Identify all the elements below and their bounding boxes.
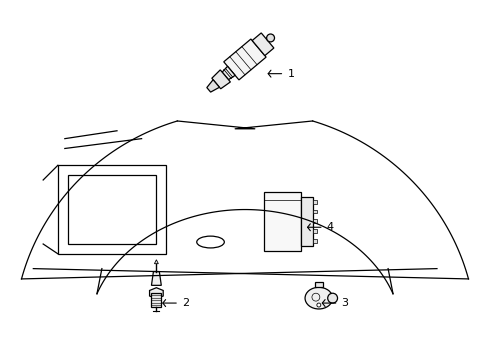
Circle shape (266, 34, 274, 42)
Polygon shape (312, 219, 316, 223)
Polygon shape (149, 288, 163, 299)
Text: 3: 3 (341, 298, 348, 308)
Polygon shape (224, 39, 265, 80)
Text: 4: 4 (326, 222, 333, 232)
Polygon shape (211, 70, 230, 89)
Polygon shape (314, 282, 322, 287)
Polygon shape (252, 33, 273, 55)
Polygon shape (151, 293, 161, 307)
Text: 2: 2 (182, 298, 189, 308)
Polygon shape (312, 200, 316, 204)
Polygon shape (312, 229, 316, 233)
Polygon shape (206, 80, 219, 92)
Polygon shape (312, 239, 316, 243)
Text: 1: 1 (287, 69, 294, 79)
Polygon shape (263, 192, 301, 251)
Ellipse shape (305, 287, 332, 309)
Circle shape (316, 303, 320, 307)
Polygon shape (301, 197, 312, 246)
Polygon shape (312, 210, 316, 213)
Polygon shape (154, 260, 158, 264)
Polygon shape (151, 271, 161, 285)
Polygon shape (222, 66, 235, 80)
Ellipse shape (327, 293, 337, 303)
